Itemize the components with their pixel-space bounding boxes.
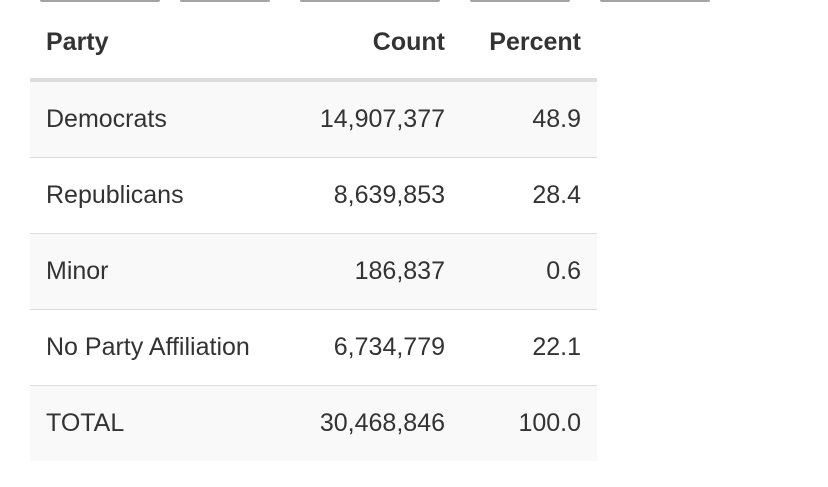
total-percent-cell: 100.0 [461, 385, 597, 461]
table-row: No Party Affiliation 6,734,779 22.1 [30, 309, 597, 386]
count-cell: 14,907,377 [296, 80, 461, 158]
header-count[interactable]: Count [296, 6, 461, 82]
count-cell: 186,837 [296, 233, 461, 310]
total-label-cell: TOTAL [30, 385, 296, 461]
table-row: Republicans 8,639,853 28.4 [30, 157, 597, 234]
party-registration-table: Party Count Percent Democrats 14,907,377… [30, 6, 597, 461]
percent-cell: 22.1 [461, 309, 597, 386]
party-cell: Republicans [30, 157, 296, 234]
count-cell: 8,639,853 [296, 157, 461, 234]
total-row: TOTAL 30,468,846 100.0 [30, 385, 597, 461]
cropped-text-above [0, 0, 828, 4]
header-party[interactable]: Party [30, 6, 296, 82]
total-count-cell: 30,468,846 [296, 385, 461, 461]
table-row: Democrats 14,907,377 48.9 [30, 80, 597, 158]
count-cell: 6,734,779 [296, 309, 461, 386]
party-cell: No Party Affiliation [30, 309, 296, 386]
percent-cell: 48.9 [461, 80, 597, 158]
table-row: Minor 186,837 0.6 [30, 233, 597, 310]
percent-cell: 28.4 [461, 157, 597, 234]
header-percent[interactable]: Percent [461, 6, 597, 82]
party-cell: Democrats [30, 80, 296, 158]
table-header-row: Party Count Percent [30, 6, 597, 82]
percent-cell: 0.6 [461, 233, 597, 310]
party-cell: Minor [30, 233, 296, 310]
